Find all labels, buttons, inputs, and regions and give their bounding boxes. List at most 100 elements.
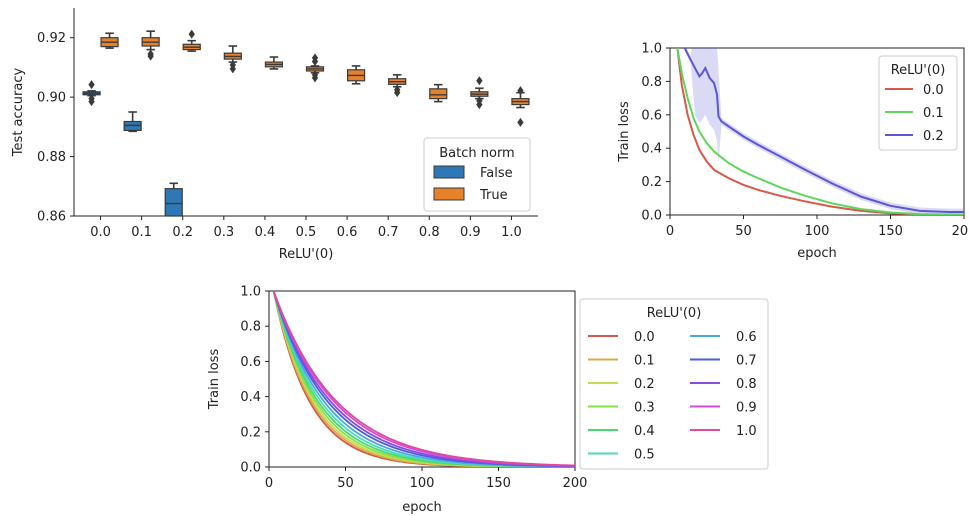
outlier-marker — [229, 60, 236, 70]
box-false — [164, 188, 183, 217]
x-tick-label: 0.7 — [378, 225, 399, 240]
legend-swatch-true — [433, 187, 465, 201]
outlier-marker — [311, 56, 319, 66]
y-tick-label: 0.0 — [240, 461, 261, 476]
plot-frame — [268, 290, 576, 468]
series-line-0.6 — [272, 291, 575, 467]
outlier-marker — [394, 85, 401, 95]
y-tick-label: 0.6 — [641, 108, 662, 123]
series-line-0.3 — [272, 291, 575, 467]
legend-label: 0.9 — [736, 401, 757, 416]
legend-label: 0.5 — [634, 448, 655, 463]
legend-swatch-false — [433, 165, 465, 179]
outlier-marker — [188, 29, 195, 39]
legend-label: 0.2 — [634, 377, 655, 392]
x-tick-label: 150 — [486, 476, 511, 491]
x-tick-label: 50 — [735, 224, 752, 239]
series-line-0.5 — [272, 291, 575, 467]
x-tick-label: 150 — [878, 224, 903, 239]
series-line-0.2 — [272, 291, 575, 467]
x-tick-label: 0 — [265, 476, 273, 491]
x-tick-label: 0.0 — [90, 225, 111, 240]
outlier-marker — [517, 86, 524, 96]
train-loss-chart-small: 0 50 100 150 200 0.0 0.2 0.4 0.6 0.8 1.0 epoch Train… — [617, 42, 969, 262]
plot-area — [676, 48, 964, 215]
y-tick-label: 0.86 — [37, 210, 66, 225]
y-tick-label: 1.0 — [641, 42, 662, 57]
y-tick-label: 0.90 — [37, 91, 66, 106]
legend-box — [579, 298, 769, 470]
y-tick-label: 0.4 — [641, 142, 662, 157]
y-axis-label: Train loss — [617, 101, 632, 163]
plot-area — [272, 291, 575, 467]
series-line-0.1 — [676, 48, 964, 215]
legend-title: ReLU'(0) — [891, 63, 946, 78]
legend-label: 0.3 — [634, 401, 655, 416]
y-tick-label: 0.8 — [641, 75, 662, 90]
legend-label: True — [479, 188, 508, 203]
outlier-marker — [88, 94, 95, 104]
series-line-0.9 — [272, 291, 575, 467]
x-tick-label: 0.1 — [131, 225, 152, 240]
series-line-0.7 — [272, 291, 575, 467]
x-tick-label: 0.9 — [460, 225, 481, 240]
x-axis-label: epoch — [402, 500, 442, 515]
y-tick-label: 0.4 — [240, 390, 261, 405]
series-line-1.0 — [272, 291, 575, 467]
series-line-0.0 — [272, 291, 575, 467]
x-tick-label: 0.8 — [419, 225, 440, 240]
x-tick-label: 0.6 — [337, 225, 358, 240]
legend-label: 0.2 — [923, 129, 944, 144]
legend-label: 0.4 — [634, 424, 655, 439]
x-tick-label: 200 — [563, 476, 588, 491]
variance-band — [684, 48, 964, 215]
y-tick-label: 0.8 — [240, 320, 261, 335]
legend-label: 0.0 — [923, 83, 944, 98]
y-tick-label: 0.2 — [240, 425, 261, 440]
x-axis-label: ReLU'(0) — [279, 247, 334, 262]
y-axis-label: Train loss — [207, 349, 222, 411]
x-tick-label: 0.5 — [296, 225, 317, 240]
legend-label: 0.0 — [634, 330, 655, 345]
x-tick-label: 200 — [952, 224, 969, 239]
series-line-0.8 — [272, 291, 575, 467]
legend-label: 0.1 — [634, 354, 655, 369]
x-tick-label: 50 — [337, 476, 354, 491]
outlier-marker — [517, 117, 524, 127]
series-line-0.1 — [272, 291, 575, 467]
y-axis-label: Test accuracy — [11, 68, 26, 158]
series-line-0.2 — [683, 48, 964, 213]
y-tick-label: 1.0 — [240, 285, 261, 300]
legend-title: Batch norm — [439, 146, 514, 161]
box-true — [429, 88, 448, 100]
legend-label: 0.6 — [736, 330, 757, 345]
train-loss-chart-all: 0 50 100 150 200 0.0 0.2 0.4 0.6 0.8 1.0 epoch Train… — [207, 285, 769, 515]
y-tick-label: 0.2 — [641, 175, 662, 190]
x-tick-label: 100 — [805, 224, 830, 239]
outlier-marker — [311, 70, 319, 80]
x-tick-label: 0.3 — [213, 225, 234, 240]
legend-label: 0.8 — [736, 377, 757, 392]
x-tick-label: 1.0 — [501, 225, 522, 240]
outlier-marker — [476, 96, 483, 106]
outlier-marker — [147, 49, 154, 59]
y-tick-label: 0.88 — [37, 150, 66, 165]
legend-box — [878, 55, 958, 151]
y-tick-label: 0.92 — [37, 31, 66, 46]
outlier-marker — [476, 76, 483, 86]
outlier-marker — [88, 80, 95, 90]
legend-label: False — [480, 166, 513, 181]
series-line-0.4 — [272, 291, 575, 467]
x-tick-label: 0.4 — [255, 225, 276, 240]
y-tick-label: 0.6 — [240, 355, 261, 370]
x-tick-label: 0.2 — [172, 225, 193, 240]
x-axis-label: epoch — [797, 246, 837, 261]
y-tick-label: 0.0 — [641, 209, 662, 224]
legend-label: 0.1 — [923, 106, 944, 121]
legend-label: 0.7 — [736, 354, 757, 369]
x-tick-label: 100 — [410, 476, 435, 491]
x-tick-label: 0 — [666, 224, 674, 239]
legend-title: ReLU'(0) — [647, 306, 702, 321]
boxplot-chart: 0.86 0.88 0.90 0.92 0.0 0.1 0.2 0.3 0.4 0.5 0.6 0.7… — [11, 8, 538, 262]
